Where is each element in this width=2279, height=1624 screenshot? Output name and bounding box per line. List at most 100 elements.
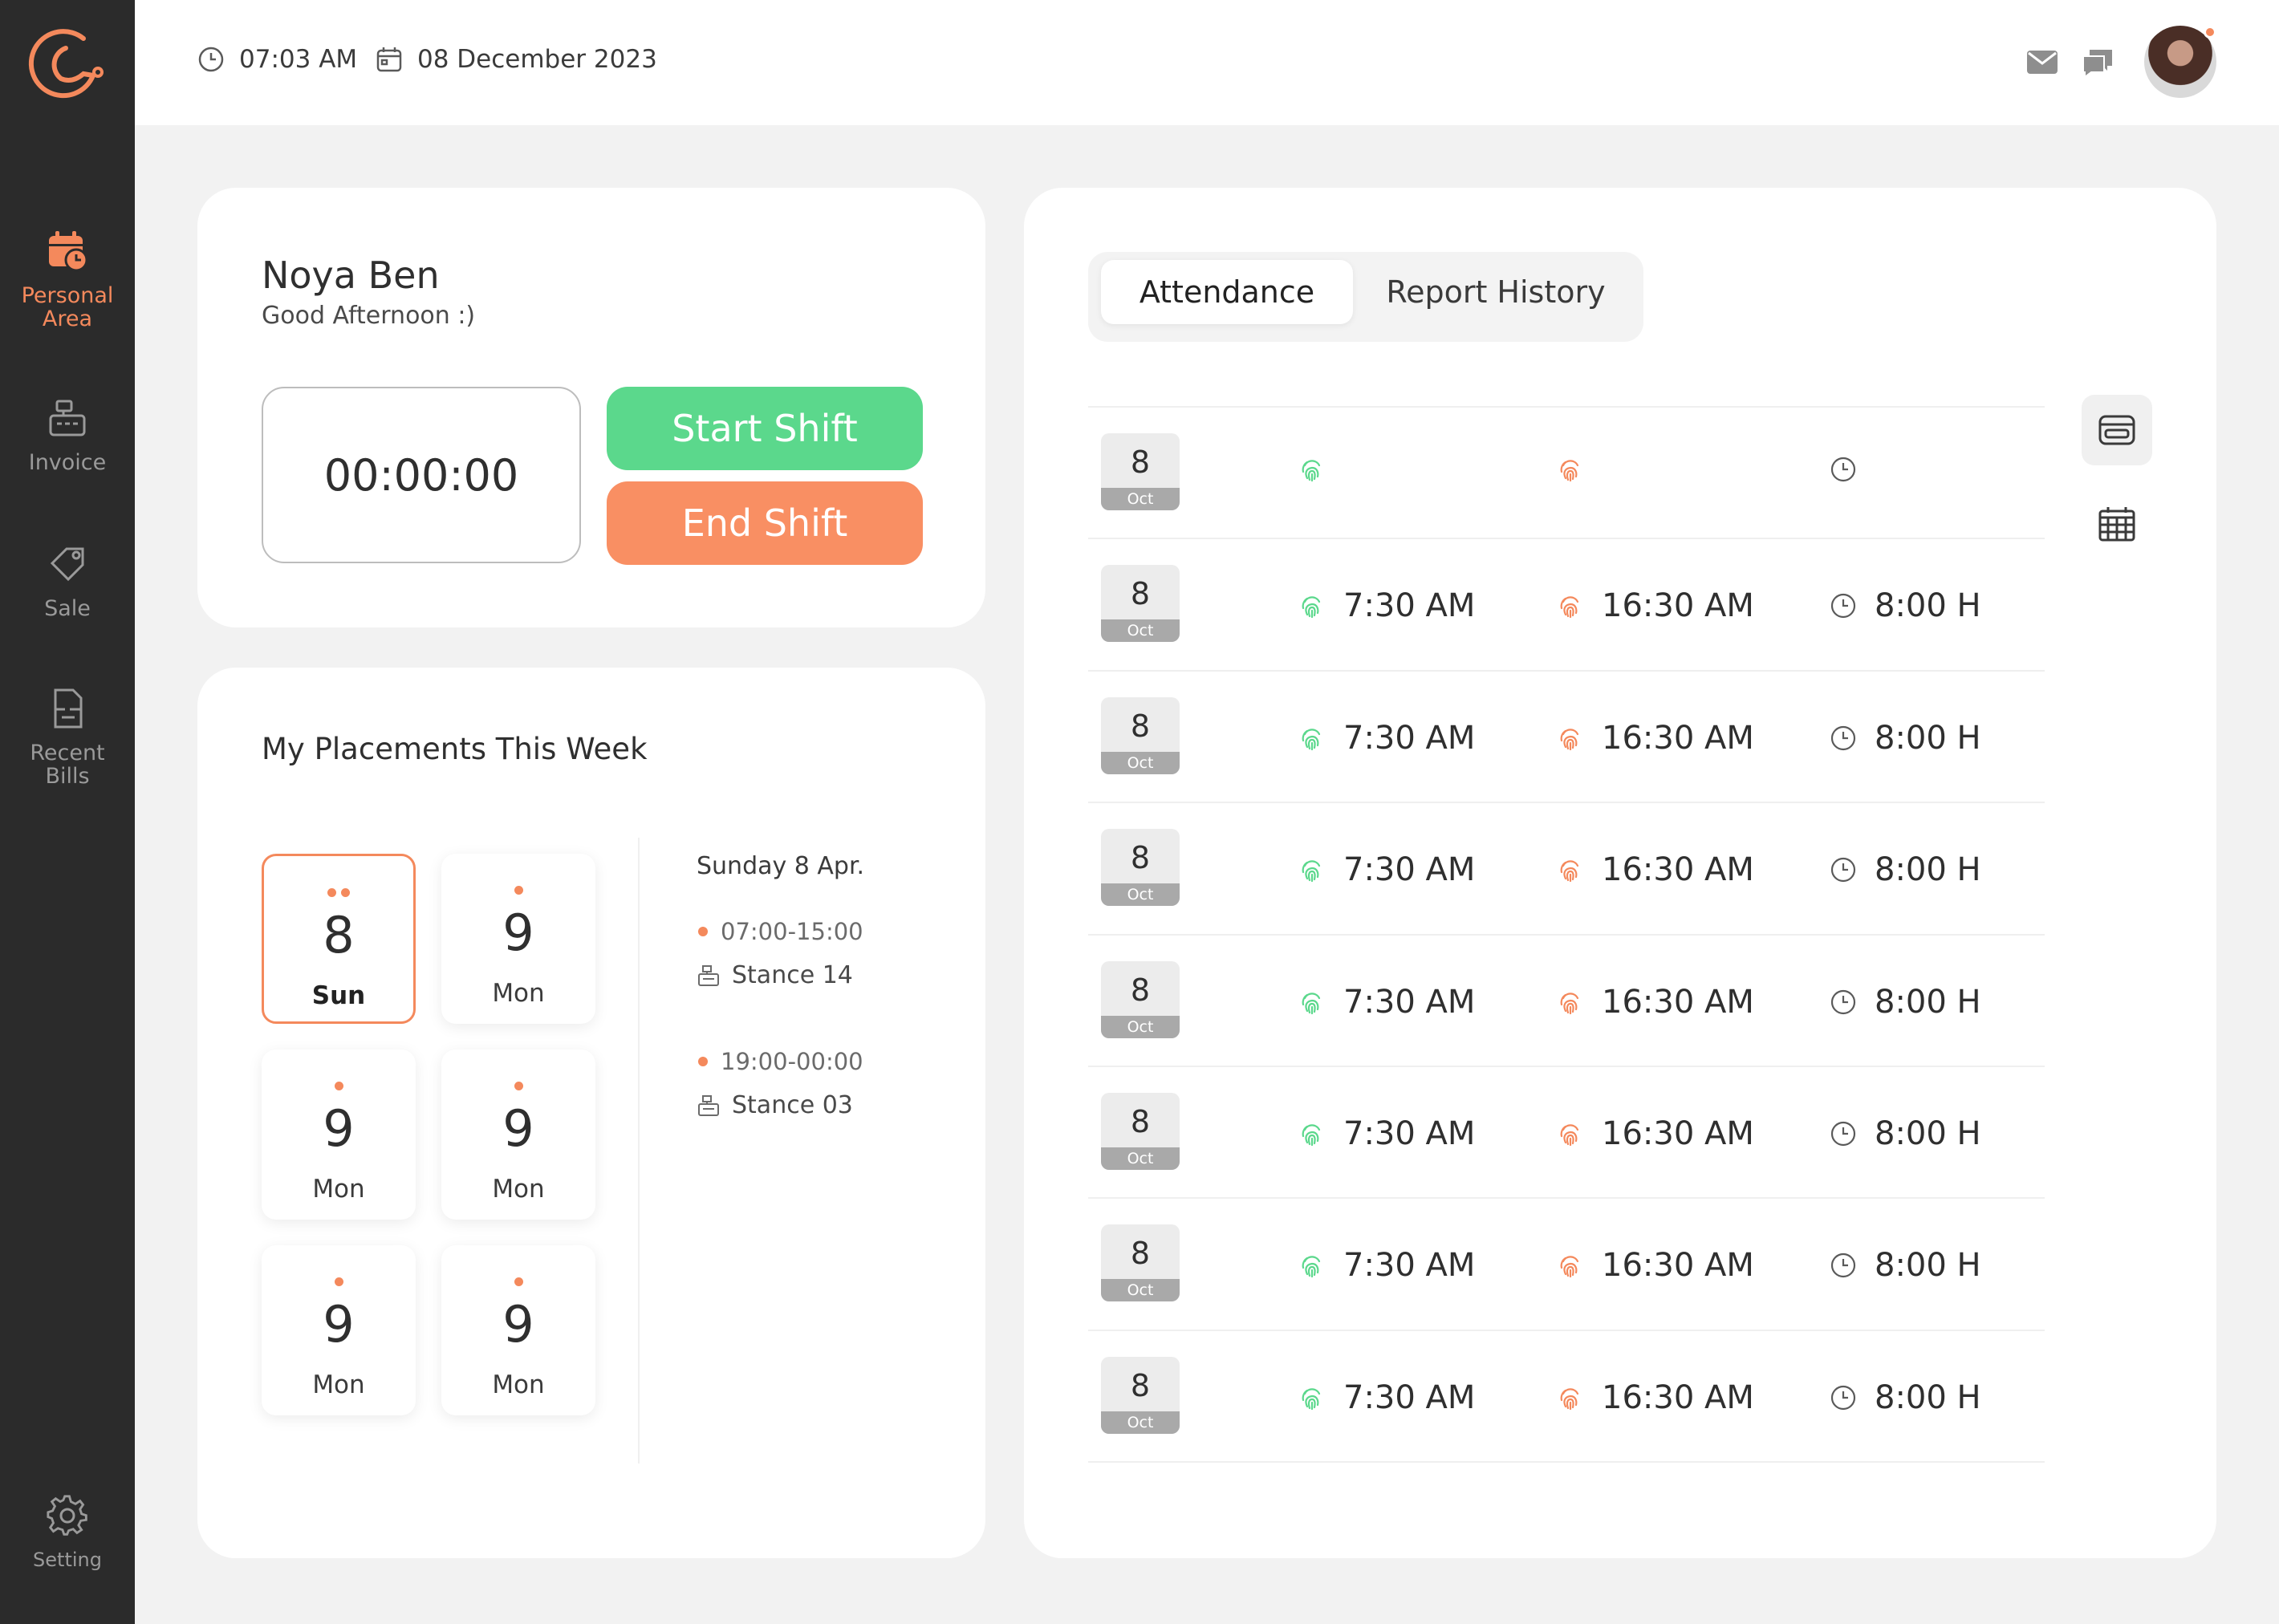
- attendance-row[interactable]: 8 Oct 7:30 AM 16:30 AM 8:00 H: [1088, 802, 2045, 933]
- clock-in-cell: 7:30 AM: [1298, 1115, 1475, 1152]
- clock-in-cell: 7:30 AM: [1298, 587, 1475, 624]
- clock-out-cell: 16:30 AM: [1557, 851, 1754, 888]
- day-tile[interactable]: 9 Mon: [262, 1050, 416, 1220]
- date-day: 8: [1130, 1367, 1151, 1403]
- day-name: Mon: [492, 1175, 545, 1204]
- gear-icon: [46, 1494, 89, 1537]
- clock-icon: [1830, 725, 1875, 752]
- clock-out-time: 16:30 AM: [1602, 719, 1754, 757]
- header-time: 07:03 AM: [197, 45, 357, 74]
- status-dot: [698, 1057, 708, 1066]
- day-tile[interactable]: 9 Mon: [441, 1050, 595, 1220]
- sidebar-item-label: Recent Bills: [30, 741, 105, 789]
- clock-in-time: 7:30 AM: [1343, 1115, 1476, 1152]
- user-avatar[interactable]: [2144, 26, 2216, 98]
- placement-dot: [334, 1277, 343, 1286]
- total-hours-cell: 8:00 H: [1830, 1379, 1981, 1416]
- total-hours-cell: 8:00 H: [1830, 587, 1981, 624]
- fingerprint-out-icon: [1557, 1252, 1602, 1279]
- tab-report-history[interactable]: Report History: [1386, 274, 1606, 310]
- clock-out-cell: [1557, 456, 1602, 483]
- date-day: 8: [1130, 840, 1151, 876]
- tab-attendance[interactable]: Attendance: [1101, 260, 1353, 324]
- date-day: 8: [1130, 972, 1151, 1008]
- date-day: 8: [1130, 1236, 1151, 1272]
- date-badge: 8 Oct: [1101, 829, 1180, 907]
- clock-in-cell: 7:30 AM: [1298, 720, 1475, 757]
- schedule-stance: Stance 03: [697, 1091, 853, 1119]
- schedule-time-text: 19:00-00:00: [721, 1048, 863, 1075]
- clock-out-cell: 16:30 AM: [1557, 1115, 1754, 1152]
- mail-icon[interactable]: [2025, 45, 2059, 79]
- row-divider: [1088, 538, 2045, 540]
- tag-icon: [46, 542, 89, 586]
- placement-dots: [262, 1277, 416, 1286]
- fingerprint-out-icon: [1557, 1120, 1602, 1147]
- attendance-row[interactable]: 8 Oct 7:30 AM 16:30 AM 8:00 H: [1088, 670, 2045, 802]
- end-shift-button[interactable]: End Shift: [607, 481, 923, 565]
- placement-dots: [441, 1277, 595, 1286]
- row-divider: [1088, 1461, 2045, 1464]
- cash-register-icon: [46, 396, 89, 440]
- day-tile[interactable]: 9 Mon: [441, 854, 595, 1024]
- attendance-row[interactable]: 8 Oct: [1088, 406, 2045, 538]
- attendance-row[interactable]: 8 Oct 7:30 AM 16:30 AM 8:00 H: [1088, 934, 2045, 1066]
- total-hours-cell: 8:00 H: [1830, 984, 1981, 1021]
- sidebar-item-sale[interactable]: Sale: [0, 542, 135, 620]
- user-name: Noya Ben: [262, 254, 440, 297]
- row-divider: [1088, 1329, 2045, 1331]
- attendance-card: Attendance Report History 8 Oct 8 Oct 7:30 A…: [1024, 188, 2216, 1558]
- header-date: 08 December 2023: [376, 45, 657, 74]
- date-month: Oct: [1101, 488, 1180, 510]
- calendar-grid-icon: [2097, 505, 2137, 545]
- sidebar-item-label: Invoice: [28, 450, 107, 475]
- clock-icon: [1830, 1252, 1875, 1279]
- clock-out-cell: 16:30 AM: [1557, 1379, 1754, 1416]
- card-view-button[interactable]: [2082, 395, 2152, 465]
- total-hours: 8:00 H: [1875, 719, 1981, 757]
- clock-out-cell: 16:30 AM: [1557, 984, 1754, 1021]
- schedule-time-text: 07:00-15:00: [721, 918, 863, 945]
- clock-out-time: 16:30 AM: [1602, 983, 1754, 1021]
- chat-icon[interactable]: [2080, 45, 2115, 80]
- card-view-icon: [2097, 410, 2137, 450]
- day-number: 9: [502, 903, 534, 962]
- fingerprint-out-icon: [1557, 592, 1602, 619]
- fingerprint-in-icon: [1298, 592, 1343, 619]
- header-date-text: 08 December 2023: [417, 45, 657, 74]
- row-divider: [1088, 802, 2045, 804]
- day-name: Mon: [312, 1175, 365, 1204]
- clock-icon: [1830, 1120, 1875, 1147]
- fingerprint-in-icon: [1298, 725, 1343, 752]
- calendar-icon: [376, 46, 417, 73]
- clock-in-time: 7:30 AM: [1343, 1378, 1476, 1416]
- sidebar-item-invoice[interactable]: Invoice: [0, 396, 135, 474]
- date-badge: 8 Oct: [1101, 565, 1180, 643]
- clock-icon: [1830, 1384, 1875, 1411]
- total-hours-cell: 8:00 H: [1830, 1115, 1981, 1152]
- day-tile[interactable]: 9 Mon: [441, 1245, 595, 1415]
- attendance-row[interactable]: 8 Oct 7:30 AM 16:30 AM 8:00 H: [1088, 1066, 2045, 1197]
- clock-out-cell: 16:30 AM: [1557, 720, 1754, 757]
- calendar-view-button[interactable]: [2082, 489, 2152, 560]
- clock-out-cell: 16:30 AM: [1557, 587, 1754, 624]
- date-month: Oct: [1101, 619, 1180, 643]
- clock-out-time: 16:30 AM: [1602, 1247, 1754, 1285]
- clock-in-time: 7:30 AM: [1343, 851, 1476, 889]
- day-name: Sun: [311, 981, 366, 1010]
- start-shift-button[interactable]: Start Shift: [607, 387, 923, 470]
- date-badge: 8 Oct: [1101, 1356, 1180, 1434]
- date-month: Oct: [1101, 1015, 1180, 1038]
- sidebar-item-personal-area[interactable]: Personal Area: [0, 229, 135, 331]
- sidebar-item-recent-bills[interactable]: Recent Bills: [0, 687, 135, 788]
- attendance-row[interactable]: 8 Oct 7:30 AM 16:30 AM 8:00 H: [1088, 538, 2045, 669]
- sidebar-item-setting[interactable]: Setting: [0, 1494, 135, 1572]
- day-tile[interactable]: 8 Sun: [262, 854, 416, 1024]
- attendance-row[interactable]: 8 Oct 7:30 AM 16:30 AM 8:00 H: [1088, 1197, 2045, 1329]
- clock-in-time: 7:30 AM: [1343, 1247, 1476, 1285]
- day-tile[interactable]: 9 Mon: [262, 1245, 416, 1415]
- app-logo[interactable]: [27, 24, 108, 104]
- date-day: 8: [1130, 576, 1151, 612]
- attendance-row[interactable]: 8 Oct 7:30 AM 16:30 AM 8:00 H: [1088, 1330, 2045, 1461]
- date-month: Oct: [1101, 1411, 1180, 1434]
